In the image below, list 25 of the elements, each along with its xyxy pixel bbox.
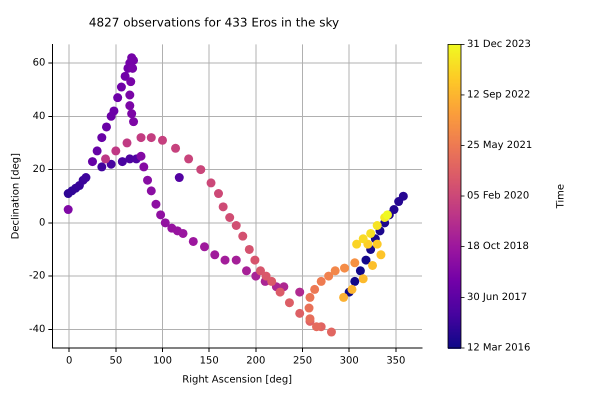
y-tick-label: 0 [38,217,46,228]
color-bar-label: 31 Dec 2023 [467,38,531,50]
chart-title: 4827 observations for 433 Eros in the sky [88,15,340,30]
x-tick-label: 350 [386,356,406,367]
color-bar-label: 30 Jun 2017 [467,292,528,304]
x-tick-label: 150 [200,356,219,367]
x-tick-label: 0 [66,356,72,367]
color-bar-label: 12 Mar 2016 [467,342,530,354]
x-axis-title: Right Ascension [deg] [182,374,292,386]
y-tick-label: 60 [32,58,46,69]
y-tick-label: -40 [28,324,46,335]
color-bar-label: 05 Feb 2020 [467,190,530,202]
color-bar-title: Time [556,184,567,210]
color-bar-label: 18 Oct 2018 [467,241,529,252]
x-tick-label: 200 [246,356,266,367]
color-bar-label: 25 May 2021 [467,140,532,152]
x-tick-label: 250 [292,356,312,367]
color-bar-label: 12 Sep 2022 [467,90,530,101]
x-tick-label: 100 [152,356,172,367]
y-tick-label: 20 [32,164,46,176]
x-tick-label: 50 [109,356,122,367]
y-tick-label: -20 [28,270,46,282]
y-tick-label: 40 [32,110,46,122]
y-axis-title: Declination [deg] [10,152,22,240]
x-tick-label: 300 [340,356,359,367]
